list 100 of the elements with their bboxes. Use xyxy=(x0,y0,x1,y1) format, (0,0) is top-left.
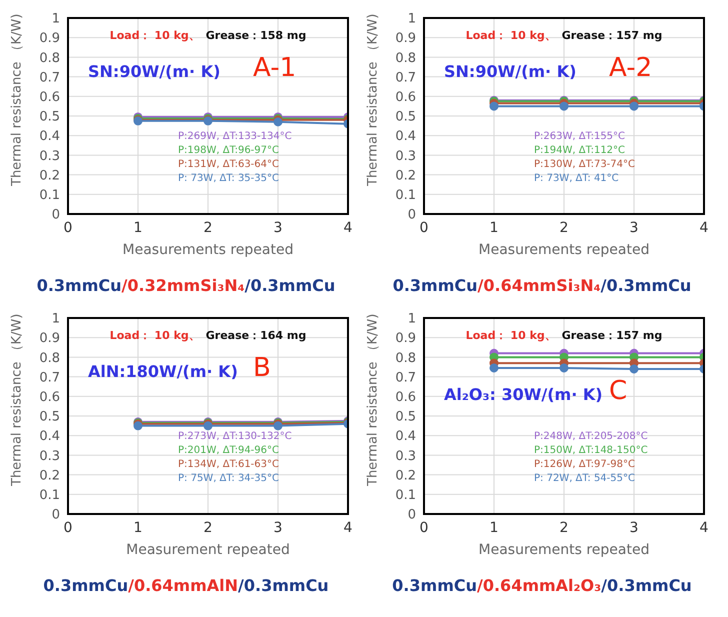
annotation: Grease：157 mg xyxy=(562,29,662,42)
y-tick-label: 0.4 xyxy=(395,129,416,144)
y-tick-label: 1 xyxy=(408,312,416,327)
y-tick-label: 0.1 xyxy=(395,188,416,204)
series-label: P:269W, ΔT:133-134°C xyxy=(178,130,292,144)
y-tick-label: 0.5 xyxy=(395,110,416,125)
x-tick-label: 3 xyxy=(630,520,638,536)
annotation: Grease：164 mg xyxy=(206,329,306,342)
y-tick-label: 0.7 xyxy=(395,370,416,386)
x-tick-label: 4 xyxy=(700,520,709,536)
text: P:248W, ΔT:205-208°C xyxy=(534,430,648,444)
x-axis-title: Measurements repeated xyxy=(478,242,650,258)
x-tick-label: 1 xyxy=(490,520,498,536)
series-label: P:273W, ΔT:130-132°C xyxy=(178,430,292,444)
text: P:263W, ΔT:155°C xyxy=(534,130,626,144)
x-tick-label: 2 xyxy=(204,220,212,236)
x-tick-label: 0 xyxy=(64,520,72,536)
annotation: Load： 10 kg、 xyxy=(466,29,556,42)
y-tick-label: 0.4 xyxy=(39,129,60,144)
x-tick-label: 4 xyxy=(344,520,353,536)
text: P:198W, ΔT:96-97°C xyxy=(178,144,280,158)
y-axis-title: Thermal resistance （K/W) xyxy=(10,314,25,487)
y-tick-label: 0.7 xyxy=(39,70,60,86)
annotation: C xyxy=(609,376,628,406)
x-tick-label: 1 xyxy=(134,220,142,236)
y-tick-label: 0.5 xyxy=(39,410,60,425)
annotation: Grease：157 mg xyxy=(562,329,662,342)
y-tick-label: 0.4 xyxy=(39,429,60,444)
x-tick-label: 2 xyxy=(204,520,212,536)
y-tick-label: 0.7 xyxy=(39,370,60,386)
y-tick-label: 0.5 xyxy=(39,110,60,125)
x-tick-label: 1 xyxy=(490,220,498,236)
text: P:131W, ΔT:63-64°C xyxy=(178,158,280,172)
x-tick-label: 2 xyxy=(560,520,568,536)
y-tick-label: 0 xyxy=(408,508,416,523)
y-tick-label: 1 xyxy=(52,312,60,327)
y-tick-label: 0.6 xyxy=(395,90,416,106)
y-tick-label: 0 xyxy=(52,208,60,223)
x-axis-title: Measurements repeated xyxy=(122,242,294,258)
annotation: Load： 10 kg、 xyxy=(110,29,200,42)
text: P:194W, ΔT:112°C xyxy=(534,144,626,158)
y-tick-label: 0.2 xyxy=(395,168,416,184)
annotation: A-2 xyxy=(609,52,652,83)
y-tick-label: 0.8 xyxy=(39,350,60,366)
y-tick-label: 0.1 xyxy=(39,188,60,204)
text: P:134W, ΔT:61-63°C xyxy=(178,458,280,472)
text: P:130W, ΔT:73-74°C xyxy=(534,158,635,172)
y-tick-label: 0.6 xyxy=(395,390,416,406)
y-tick-label: 0.3 xyxy=(39,148,60,164)
y-axis-title: Thermal resistance （K/W) xyxy=(366,14,381,187)
annotation: B xyxy=(253,352,271,383)
x-tick-label: 1 xyxy=(134,520,142,536)
x-tick-label: 3 xyxy=(274,220,282,236)
y-tick-label: 0.2 xyxy=(39,168,60,184)
y-tick-label: 0.9 xyxy=(39,331,60,346)
annotation: Load： 10 kg、 xyxy=(110,329,200,342)
text: P: 73W, ΔT: 35-35°C xyxy=(178,172,280,186)
y-tick-label: 0.8 xyxy=(395,50,416,66)
x-tick-label: 4 xyxy=(700,220,709,236)
text: P:150W, ΔT:148-150°C xyxy=(534,444,648,458)
annotation: AlN:180W/(m· K) xyxy=(88,362,238,381)
x-axis-title: Measurements repeated xyxy=(478,542,650,558)
annotation: SN:90W/(m· K) xyxy=(88,62,220,81)
y-tick-label: 0.3 xyxy=(395,448,416,464)
text: P: 72W, ΔT: 54-55°C xyxy=(534,472,636,486)
y-axis-title: Thermal resistance （K/W) xyxy=(10,14,25,187)
y-tick-label: 0 xyxy=(408,208,416,223)
y-tick-label: 0.4 xyxy=(395,429,416,444)
y-tick-label: 0.1 xyxy=(395,488,416,504)
y-axis-title: Thermal resistance （K/W) xyxy=(366,314,381,487)
text: P: 73W, ΔT: 41°C xyxy=(534,172,620,186)
text: 0.3mmCu/0.64mmAlN/0.3mmCu xyxy=(43,576,329,595)
y-tick-label: 0.5 xyxy=(395,410,416,425)
x-tick-label: 0 xyxy=(420,220,428,236)
y-tick-label: 0.8 xyxy=(39,50,60,66)
y-tick-label: 0.7 xyxy=(395,70,416,86)
annotation: SN:90W/(m· K) xyxy=(444,62,576,81)
x-axis-title: Measurement repeated xyxy=(126,542,290,558)
y-tick-label: 0.8 xyxy=(395,350,416,366)
y-tick-label: 1 xyxy=(408,12,416,27)
y-tick-label: 0 xyxy=(52,508,60,523)
text: P:126W, ΔT:97-98°C xyxy=(534,458,636,472)
x-tick-label: 0 xyxy=(64,220,72,236)
annotation: Al₂O₃: 30W/(m· K) xyxy=(444,385,603,404)
x-tick-label: 3 xyxy=(274,520,282,536)
series-label: P:201W, ΔT:94-96°C xyxy=(178,444,280,458)
y-tick-label: 0.6 xyxy=(39,90,60,106)
annotation: Grease：158 mg xyxy=(206,29,306,42)
x-tick-label: 3 xyxy=(630,220,638,236)
text: P: 75W, ΔT: 34-35°C xyxy=(178,472,280,486)
y-tick-label: 0.1 xyxy=(39,488,60,504)
annotation: A-1 xyxy=(253,52,296,83)
text: 0.3mmCu/0.64mmSi₃N₄/0.3mmCu xyxy=(392,276,692,295)
text: 0.3mmCu/0.32mmSi₃N₄/0.3mmCu xyxy=(36,276,336,295)
y-tick-label: 0.3 xyxy=(39,448,60,464)
annotation: Load： 10 kg、 xyxy=(466,329,556,342)
x-tick-label: 4 xyxy=(344,220,353,236)
x-tick-label: 0 xyxy=(420,520,428,536)
y-tick-label: 1 xyxy=(52,12,60,27)
y-tick-label: 0.9 xyxy=(395,331,416,346)
